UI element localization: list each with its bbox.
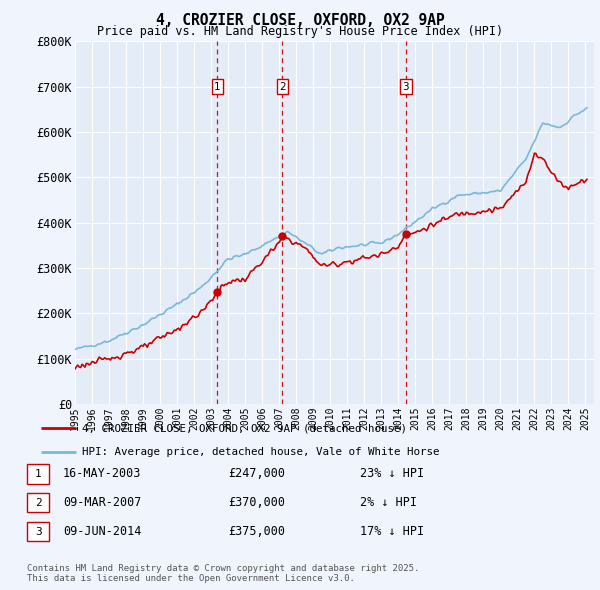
Text: 3: 3	[35, 527, 41, 536]
Text: 17% ↓ HPI: 17% ↓ HPI	[360, 525, 424, 538]
Text: 3: 3	[403, 81, 409, 91]
Text: £375,000: £375,000	[228, 525, 285, 538]
Text: 2: 2	[35, 498, 41, 507]
Text: 16-MAY-2003: 16-MAY-2003	[63, 467, 142, 480]
Text: 2% ↓ HPI: 2% ↓ HPI	[360, 496, 417, 509]
Text: 23% ↓ HPI: 23% ↓ HPI	[360, 467, 424, 480]
Text: 09-MAR-2007: 09-MAR-2007	[63, 496, 142, 509]
Text: 2: 2	[279, 81, 286, 91]
Text: 1: 1	[35, 469, 41, 478]
Text: 09-JUN-2014: 09-JUN-2014	[63, 525, 142, 538]
Text: 4, CROZIER CLOSE, OXFORD, OX2 9AP: 4, CROZIER CLOSE, OXFORD, OX2 9AP	[155, 13, 445, 28]
Text: £247,000: £247,000	[228, 467, 285, 480]
Text: 4, CROZIER CLOSE, OXFORD, OX2 9AP (detached house): 4, CROZIER CLOSE, OXFORD, OX2 9AP (detac…	[82, 423, 407, 433]
Text: 1: 1	[214, 81, 221, 91]
Text: £370,000: £370,000	[228, 496, 285, 509]
Text: Price paid vs. HM Land Registry's House Price Index (HPI): Price paid vs. HM Land Registry's House …	[97, 25, 503, 38]
Text: HPI: Average price, detached house, Vale of White Horse: HPI: Average price, detached house, Vale…	[82, 447, 439, 457]
Text: Contains HM Land Registry data © Crown copyright and database right 2025.
This d: Contains HM Land Registry data © Crown c…	[27, 563, 419, 583]
